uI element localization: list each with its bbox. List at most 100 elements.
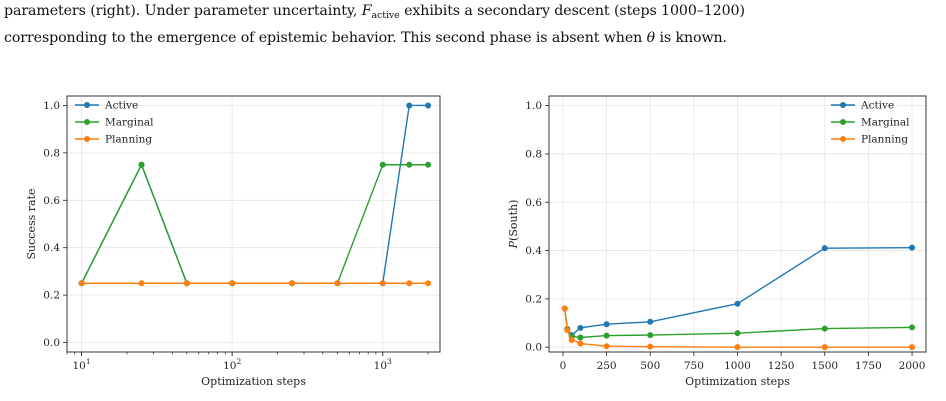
data-point — [821, 245, 828, 252]
y-tick-label: 0.6 — [525, 197, 542, 209]
data-point — [561, 305, 568, 312]
y-axis-label: P(South) — [507, 200, 520, 250]
data-point — [568, 336, 575, 343]
data-point — [425, 102, 432, 109]
axes-frame — [548, 95, 927, 353]
legend-marker — [840, 102, 846, 108]
legend: Active Marginal Planning — [75, 100, 154, 146]
series-line — [80, 104, 429, 284]
x-tick-label: 750 — [684, 360, 704, 372]
data-point — [603, 321, 610, 328]
x-tick-label: 2000 — [899, 360, 926, 372]
y-tick-label: 0.0 — [525, 342, 542, 354]
y-tick-label: 1.0 — [43, 100, 60, 112]
y-tick-label: 0.0 — [43, 337, 60, 349]
data-point — [647, 343, 654, 350]
legend-label: Planning — [861, 134, 908, 146]
legend: Active Marginal Planning — [831, 100, 910, 146]
legend-marker — [84, 136, 90, 142]
y-tick-label: 0.4 — [43, 242, 60, 254]
data-point — [406, 161, 413, 168]
data-point — [379, 280, 386, 287]
data-point — [577, 340, 584, 347]
legend-marker — [84, 102, 90, 108]
caption-subscript: active — [371, 10, 400, 21]
x-tick-label: 1500 — [811, 360, 838, 372]
data-point — [577, 324, 584, 331]
series-marginal — [561, 305, 916, 341]
y-axis-label: Success rate — [25, 189, 38, 260]
series-line — [564, 246, 913, 337]
y-tick-label: 0.8 — [525, 148, 542, 160]
data-point — [821, 344, 828, 351]
data-point — [406, 102, 413, 109]
data-point — [379, 161, 386, 168]
success-rate-chart: 0.0 0.2 0.4 0.6 0.8 1.0 101 102 103 Optimization … — [25, 95, 441, 388]
data-point — [425, 280, 432, 287]
data-point — [425, 161, 432, 168]
data-point — [734, 330, 741, 337]
caption-symbol-F: F — [361, 3, 372, 19]
legend-marker — [84, 119, 90, 125]
data-point — [289, 280, 296, 287]
y-tick-label: 1.0 — [525, 100, 542, 112]
data-point — [334, 280, 341, 287]
data-point — [603, 332, 610, 339]
caption-line-1: parameters (right). Under parameter unce… — [4, 0, 944, 27]
legend-label: Marginal — [861, 117, 910, 129]
data-point — [647, 318, 654, 325]
x-axis-label: Optimization steps — [685, 375, 790, 388]
caption-text: exhibits a secondary descent (steps 1000… — [399, 3, 745, 19]
data-point — [183, 280, 190, 287]
x-tick-label: 1750 — [855, 360, 882, 372]
y-tick-label: 0.8 — [43, 147, 60, 159]
series-active — [78, 102, 432, 287]
data-point — [564, 327, 571, 334]
legend-marker — [840, 119, 846, 125]
figure-caption: parameters (right). Under parameter unce… — [4, 0, 944, 49]
data-point — [603, 343, 610, 350]
x-tick-label: 1000 — [724, 360, 751, 372]
y-tick-label: 0.4 — [525, 245, 542, 257]
x-axis-label: Optimization steps — [201, 375, 306, 388]
data-point — [909, 324, 916, 331]
data-point — [138, 280, 145, 287]
data-point — [577, 334, 584, 341]
series-planning — [561, 305, 916, 351]
data-point — [909, 244, 916, 251]
legend-label: Active — [860, 100, 894, 112]
x-tick-label: 0 — [560, 360, 567, 372]
legend-label: Active — [104, 100, 138, 112]
series-marginal — [78, 161, 432, 287]
axes-frame — [66, 95, 441, 353]
caption-text: parameters (right). Under parameter unce… — [4, 3, 362, 19]
legend-marker — [840, 136, 846, 142]
p-south-chart: 0.0 0.2 0.4 0.6 0.8 1.0 0 250 500 750 1000 1250 1500… — [507, 95, 927, 388]
legend-label: Planning — [105, 134, 152, 146]
x-tick-label: 1250 — [768, 360, 795, 372]
data-point — [734, 344, 741, 351]
x-tick-label: 101 — [73, 357, 91, 372]
caption-text: corresponding to the emergence of episte… — [4, 30, 647, 46]
data-point — [734, 300, 741, 307]
data-point — [78, 280, 85, 287]
caption-symbol-theta: θ — [646, 30, 656, 46]
series-planning — [78, 280, 432, 287]
caption-line-2: corresponding to the emergence of episte… — [4, 27, 944, 49]
caption-text: is known. — [655, 30, 727, 46]
data-point — [229, 280, 236, 287]
series-active — [561, 244, 916, 339]
y-tick-label: 0.6 — [43, 195, 60, 207]
x-tick-label: 500 — [640, 360, 660, 372]
data-point — [138, 161, 145, 168]
data-point — [647, 332, 654, 339]
data-point — [821, 325, 828, 332]
legend-label: Marginal — [105, 117, 154, 129]
y-tick-label: 0.2 — [525, 293, 542, 305]
x-tick-label: 103 — [374, 357, 392, 372]
data-point — [406, 280, 413, 287]
data-point — [909, 344, 916, 351]
series-line — [80, 163, 429, 284]
x-tick-label: 250 — [597, 360, 617, 372]
x-tick-label: 102 — [223, 357, 241, 372]
